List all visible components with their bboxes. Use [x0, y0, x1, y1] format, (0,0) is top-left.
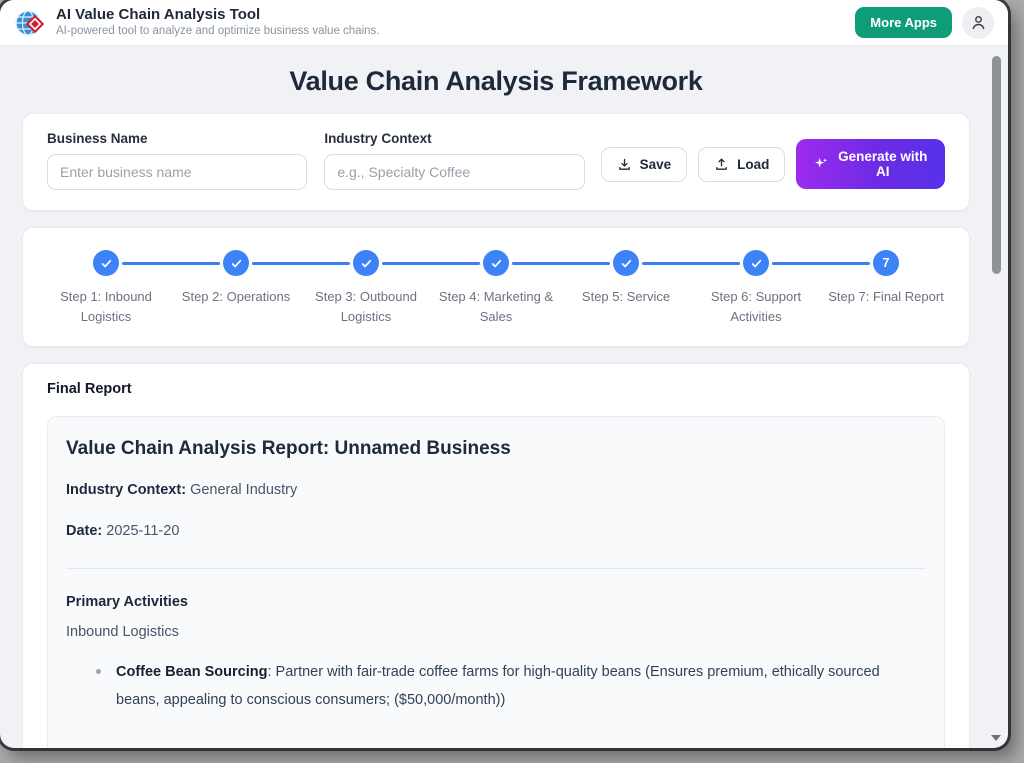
user-icon	[969, 13, 988, 32]
save-button[interactable]: Save	[600, 146, 688, 182]
step-5-label: Step 5: Service	[581, 289, 671, 304]
report-industry-label: Industry Context:	[66, 482, 187, 498]
load-button-label: Load	[737, 156, 770, 172]
check-icon	[100, 257, 113, 270]
stepper-step-2[interactable]: Step 2: Operations	[122, 250, 301, 326]
download-icon	[617, 157, 632, 172]
check-icon	[620, 257, 633, 270]
app-subtitle: AI-powered tool to analyze and optimize …	[56, 25, 380, 38]
app-title: AI Value Chain Analysis Tool	[56, 6, 261, 24]
report-divider	[66, 568, 926, 569]
business-name-field-group: Business Name	[47, 131, 308, 190]
business-name-label: Business Name	[47, 131, 148, 146]
check-icon	[360, 257, 373, 270]
load-button[interactable]: Load	[698, 146, 786, 182]
report-bullet-list: Coffee Bean Sourcing: Partner with fair-…	[66, 658, 926, 715]
step-4-label: Step 4: Marketing & Sales	[438, 289, 554, 324]
step-2-circle	[223, 250, 249, 276]
final-report-section-title: Final Report	[47, 381, 132, 397]
list-item: Coffee Bean Sourcing: Partner with fair-…	[96, 658, 926, 715]
step-connector	[252, 262, 350, 265]
save-button-label: Save	[639, 156, 672, 172]
stepper: Step 1: Inbound Logistics Step 2: Operat…	[41, 250, 951, 326]
step-connector	[512, 262, 610, 265]
generate-button-label: Generate with AI	[838, 149, 928, 179]
report-title: Value Chain Analysis Report: Unnamed Bus…	[66, 438, 511, 459]
app-header: AI Value Chain Analysis Tool AI-powered …	[0, 0, 1008, 46]
form-actions: Save Load	[600, 139, 945, 190]
step-3-label: Step 3: Outbound Logistics	[315, 289, 417, 324]
stepper-step-6[interactable]: Step 6: Support Activities	[642, 250, 821, 326]
user-avatar-button[interactable]	[962, 6, 994, 39]
industry-context-field-group: Industry Context	[324, 131, 585, 190]
bullet-term: Coffee Bean Sourcing	[116, 664, 268, 680]
app-logo-globe-diamond-icon	[14, 7, 46, 39]
page-title: Value Chain Analysis Framework	[289, 66, 703, 96]
stepper-step-3[interactable]: Step 3: Outbound Logistics	[252, 250, 431, 326]
header-titles: AI Value Chain Analysis Tool AI-powered …	[56, 6, 379, 39]
step-5-circle	[613, 250, 639, 276]
bullet-text: : Partner with fair-trade coffee farms f…	[116, 664, 880, 709]
step-3-circle	[353, 250, 379, 276]
step-1-label: Step 1: Inbound Logistics	[60, 289, 152, 324]
generate-with-ai-button[interactable]: Generate with AI	[796, 139, 945, 189]
report-document: Value Chain Analysis Report: Unnamed Bus…	[47, 416, 945, 748]
final-report-card: Final Report Value Chain Analysis Report…	[22, 363, 970, 748]
step-1-circle	[93, 250, 119, 276]
check-icon	[230, 257, 243, 270]
stepper-step-1[interactable]: Step 1: Inbound Logistics	[41, 250, 171, 326]
step-7-label: Step 7: Final Report	[828, 289, 944, 304]
report-date-value: 2025-11-20	[106, 523, 180, 539]
business-name-input[interactable]	[47, 154, 308, 190]
report-date-line: Date: 2025-11-20	[66, 523, 926, 539]
report-date-label: Date:	[66, 523, 103, 539]
step-connector	[772, 262, 870, 265]
check-icon	[750, 257, 763, 270]
stepper-step-5[interactable]: Step 5: Service	[512, 250, 691, 326]
industry-context-label: Industry Context	[324, 131, 432, 146]
business-form-card: Business Name Industry Context Save	[22, 113, 970, 211]
primary-activities-heading: Primary Activities	[66, 594, 188, 610]
step-4-circle	[483, 250, 509, 276]
scrollbar-down-arrow-icon[interactable]	[991, 735, 1001, 741]
step-2-label: Step 2: Operations	[181, 289, 291, 304]
stepper-step-7[interactable]: 7 Step 7: Final Report	[772, 250, 951, 326]
scrollbar-thumb[interactable]	[992, 56, 1001, 274]
step-6-label: Step 6: Support Activities	[710, 289, 802, 324]
stepper-card: Step 1: Inbound Logistics Step 2: Operat…	[22, 227, 970, 347]
app-window: AI Value Chain Analysis Tool AI-powered …	[0, 0, 1008, 748]
upload-icon	[714, 157, 729, 172]
step-connector	[642, 262, 740, 265]
step-7-circle: 7	[873, 250, 899, 276]
check-icon	[490, 257, 503, 270]
sparkles-icon	[813, 156, 829, 172]
inbound-logistics-subheading: Inbound Logistics	[66, 624, 179, 640]
main-content: Value Chain Analysis Framework Business …	[0, 46, 1008, 748]
more-apps-button[interactable]: More Apps	[855, 7, 952, 38]
stepper-step-4[interactable]: Step 4: Marketing & Sales	[382, 250, 561, 326]
report-industry-line: Industry Context: General Industry	[66, 482, 926, 498]
step-connector	[122, 262, 220, 265]
step-connector	[382, 262, 480, 265]
report-industry-value: General Industry	[190, 482, 298, 498]
step-6-circle	[743, 250, 769, 276]
industry-context-input[interactable]	[324, 154, 585, 190]
